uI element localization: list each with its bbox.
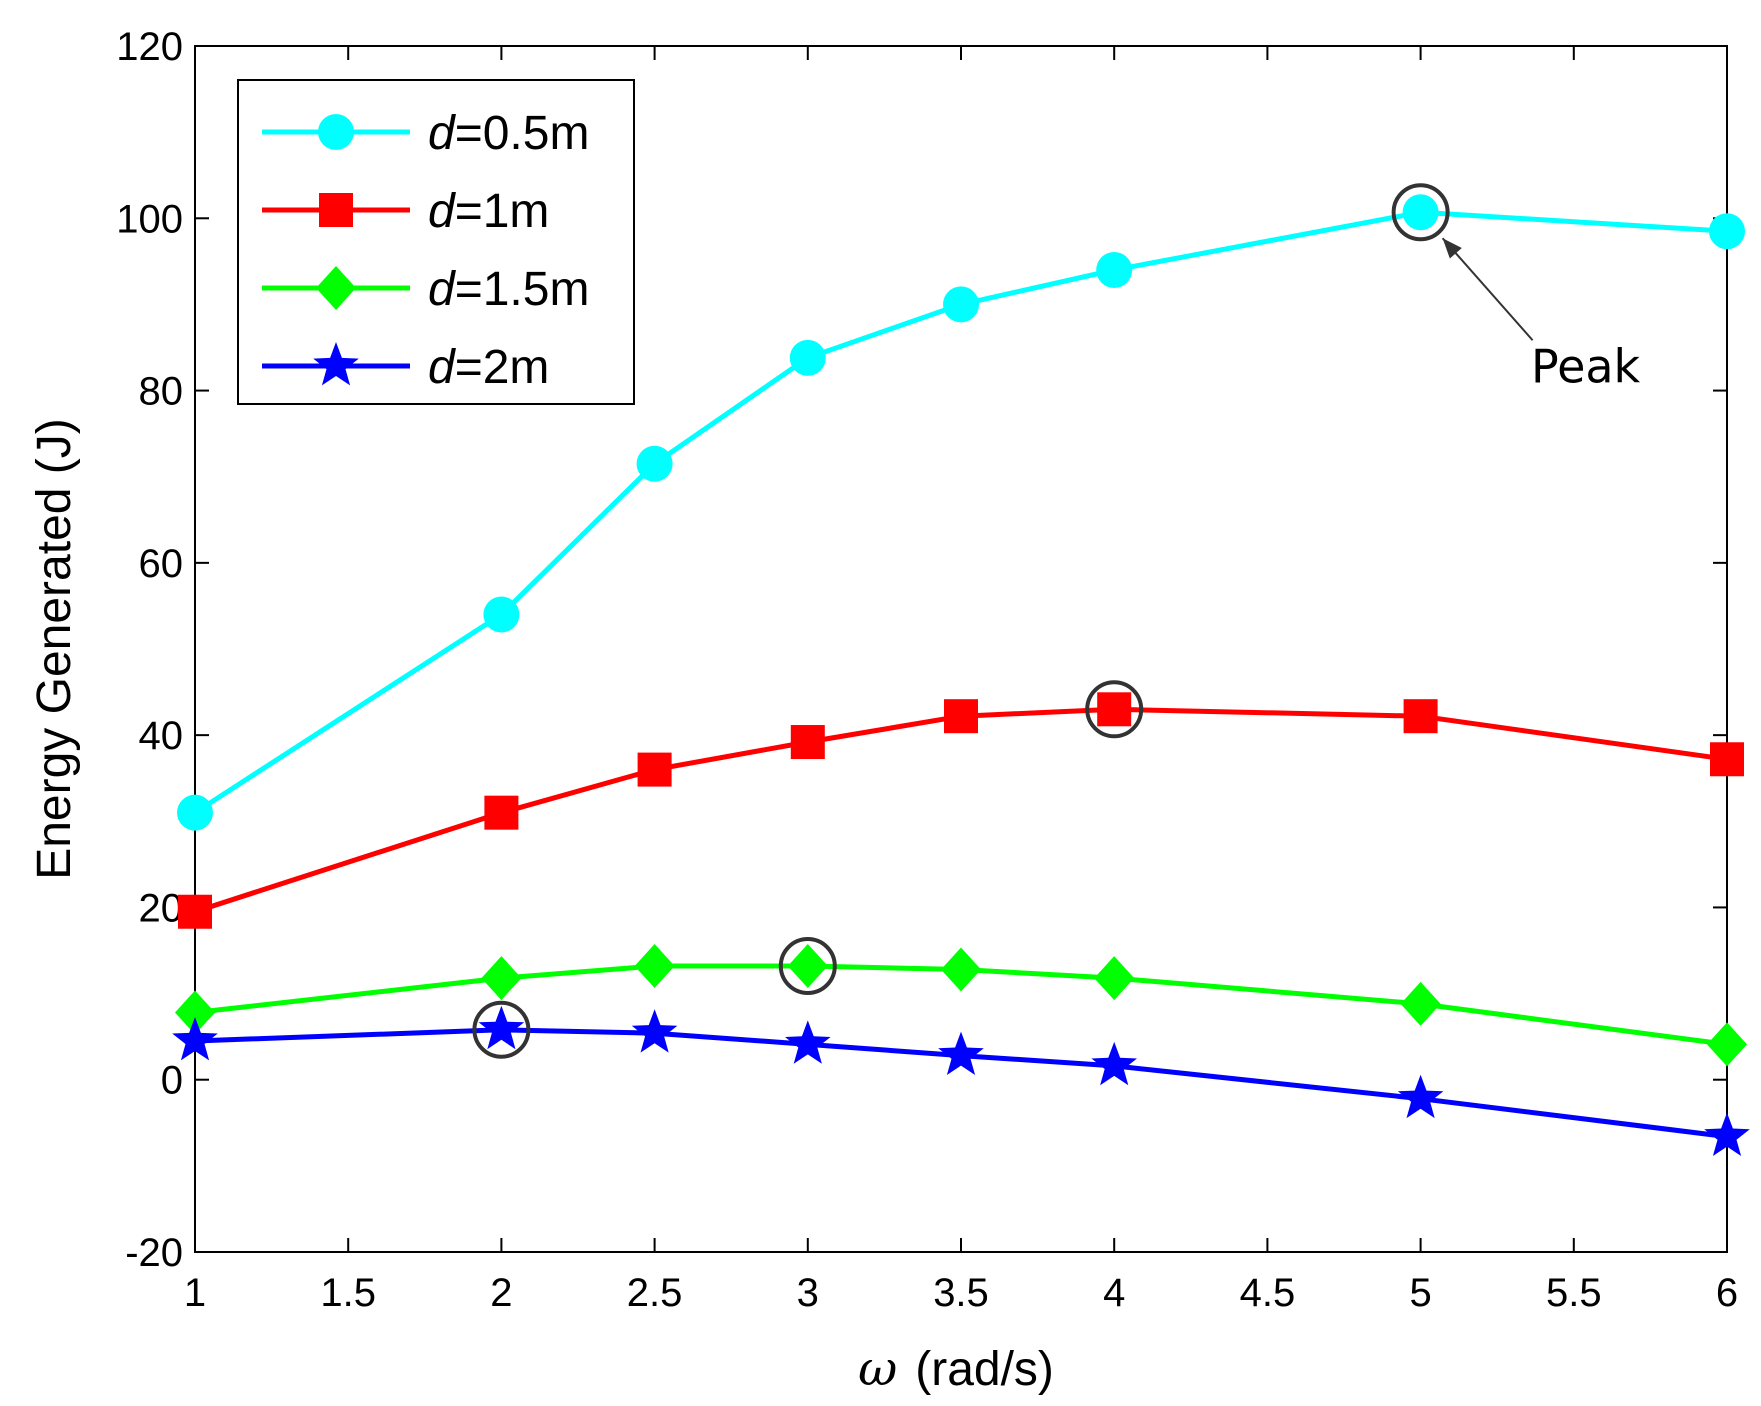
data-point-diamond [787,944,828,989]
peak-annotation: Peak [1441,237,1641,393]
y-tick-label: 120 [116,25,183,69]
x-tick-label: 2 [490,1271,512,1315]
data-point-diamond [1094,956,1135,1001]
x-tick-label: 4 [1103,1271,1125,1315]
legend-value: =1m [455,185,550,238]
x-tick-label: 1.5 [320,1271,376,1315]
data-point-square [484,795,519,830]
data-point-square [1710,742,1744,777]
annotation-text: Peak [1531,339,1641,393]
data-point-diamond [1707,1022,1747,1067]
data-point-star [938,1031,984,1075]
legend-item-2: d=1m [262,185,549,238]
y-axis-title: Energy Generated (J) [28,418,81,880]
legend-marker-star [313,342,359,386]
x-axis-title: ω (rad/s) [858,1341,1054,1397]
series-layer [172,194,1750,1156]
x-tick-label: 5 [1409,1271,1431,1315]
data-point-circle [1096,251,1133,288]
data-point-star [785,1020,831,1064]
legend-label: d=2m [428,341,549,394]
data-point-square [178,894,212,929]
legend-marker-circle [318,114,354,150]
data-point-diamond [634,944,675,989]
data-point-star [1704,1112,1750,1156]
legend-var: d [428,341,456,394]
y-tick-label: 40 [139,714,184,758]
data-point-square [637,752,672,787]
legend-var: d [428,107,456,160]
peak-circles [472,183,1450,1059]
data-point-diamond [1400,981,1441,1026]
legend-marker-diamond [316,266,356,310]
x-axis-symbol: ω [858,1341,897,1397]
data-point-diamond [175,990,215,1035]
legend-value: =1.5m [455,263,590,316]
y-tick-label: 100 [116,197,183,241]
data-point-star [631,1009,678,1053]
annotation-arrow-line [1441,237,1534,341]
series-2 [178,692,1744,929]
series-1 [177,194,1745,831]
legend-label: d=1.5m [428,263,589,316]
data-point-diamond [481,956,522,1001]
data-point-circle [1402,194,1439,231]
x-tick-label: 6 [1716,1271,1738,1315]
legend-label: d=1m [428,185,549,238]
legend-item-4: d=2m [262,341,549,394]
legend-var: d [428,185,456,238]
legend-label: d=0.5m [428,107,589,160]
series-3 [175,944,1747,1067]
data-point-square [1403,699,1438,734]
x-tick-label: 2.5 [627,1271,683,1315]
y-tick-label: 80 [139,370,184,414]
data-point-circle [177,794,213,831]
x-axis-unit: (rad/s) [915,1343,1054,1396]
y-tick-label: -20 [125,1231,183,1275]
legend-item-1: d=0.5m [262,107,589,160]
peak-circle [1085,680,1144,739]
data-point-circle [636,445,673,482]
x-tick-label: 1 [184,1271,206,1315]
y-tick-label: 60 [139,542,184,586]
data-point-square [1097,692,1132,727]
legend-var: d [428,263,456,316]
data-point-star [1397,1074,1444,1119]
data-point-star [478,1005,525,1050]
data-point-circle [483,596,520,633]
data-point-diamond [941,947,981,992]
data-point-square [944,699,978,734]
x-tick-label: 4.5 [1240,1271,1296,1315]
legend-item-3: d=1.5m [262,263,589,316]
x-tick-label: 3 [797,1271,819,1315]
legend-value: =0.5m [455,107,590,160]
data-point-star [1091,1041,1137,1086]
y-tick-label: 20 [139,886,184,930]
series-line [193,209,1728,815]
peak-circle [1391,183,1450,242]
data-point-square [790,725,825,760]
data-point-star [172,1017,218,1061]
series-line [194,706,1728,915]
peak-circle [778,937,837,996]
x-tick-label: 5.5 [1546,1271,1602,1315]
axis-ticks: 1 1.5 2 2.5 3 3.5 4 4.5 5 5.5 6 -20 0 20 40 60 80 100 120 [116,25,1738,1315]
data-point-circle [943,286,979,323]
legend-value: =2m [455,341,550,394]
peak-circle [472,1000,531,1059]
legend-marker-square [319,193,353,227]
data-point-circle [789,339,826,376]
x-tick-label: 3.5 [933,1271,989,1315]
data-point-circle [1709,213,1745,250]
legend: d=0.5md=1md=1.5md=2m [237,79,635,405]
series-line [194,963,1728,1047]
y-tick-label: 0 [161,1059,183,1103]
annotation-arrow-head [1442,238,1462,259]
